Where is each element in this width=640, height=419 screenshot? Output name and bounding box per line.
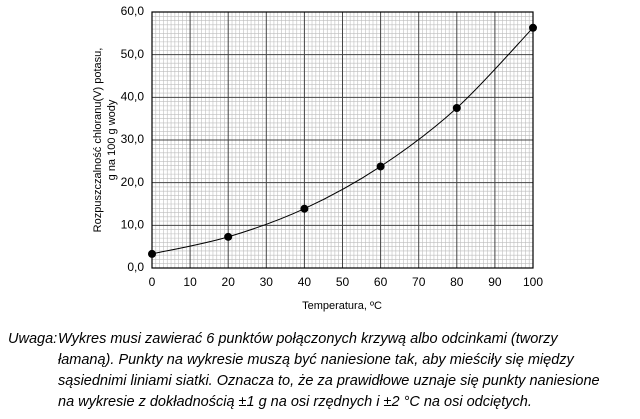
point <box>224 232 233 241</box>
x-tick-label: 100 <box>523 275 543 289</box>
x-tick-label: 30 <box>260 275 274 289</box>
plot-frame <box>151 11 534 269</box>
x-axis-label: Temperatura, ºC <box>302 300 382 312</box>
note-line: na wykresie z dokładnością ±1 g na osi r… <box>58 394 532 410</box>
y-tick-label: 50,0 <box>121 47 145 61</box>
point <box>529 23 537 32</box>
y-tick-label: 20,0 <box>121 175 145 189</box>
point <box>148 249 156 258</box>
note-line: łamaną). Punkty na wykresie muszą być na… <box>58 352 575 368</box>
y-axis-label: g na 100 g wody <box>106 99 118 180</box>
x-tick-label: 40 <box>298 275 312 289</box>
y-axis-label: Rozpuszczalność chloranu(V) potasu, <box>92 48 104 233</box>
y-tick-label: 60,0 <box>121 4 145 18</box>
x-tick-label: 0 <box>149 275 156 289</box>
x-tick-label: 70 <box>412 275 426 289</box>
x-tick-label: 90 <box>488 275 502 289</box>
y-tick-label: 10,0 <box>121 218 145 232</box>
y-tick-label: 40,0 <box>121 90 145 104</box>
note-line: Wykres musi zawierać 6 punktów połączony… <box>58 331 558 347</box>
x-tick-label: 80 <box>450 275 464 289</box>
y-tick-label: 30,0 <box>121 132 145 146</box>
point <box>376 162 385 171</box>
point <box>452 104 461 112</box>
note-line: sąsiednimi liniami siatki. Oznacza to, ż… <box>58 373 600 389</box>
note-label: Uwaga: <box>8 331 57 347</box>
x-tick-label: 50 <box>336 275 350 289</box>
y-tick-label: 0,0 <box>127 260 144 274</box>
x-tick-label: 60 <box>374 275 388 289</box>
x-tick-label: 20 <box>222 275 236 289</box>
point <box>300 204 309 213</box>
x-tick-label: 10 <box>183 275 197 289</box>
